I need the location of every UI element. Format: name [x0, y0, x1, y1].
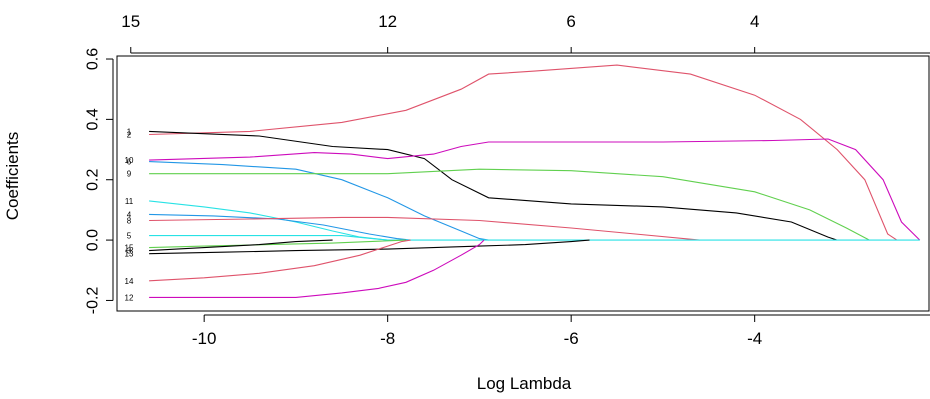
path-index-label-1: 1 [127, 127, 132, 136]
coefficient-path-13 [149, 239, 590, 255]
coefficient-path-15 [149, 239, 407, 249]
coefficient-path-2 [149, 64, 898, 241]
path-index-label-11: 11 [125, 197, 134, 206]
coefficient-path-4 [149, 213, 411, 241]
y-tick-label: 0.0 [85, 229, 102, 251]
coefficient-path-12 [149, 239, 485, 298]
path-index-label-6: 6 [127, 158, 132, 167]
coefficient-path-9 [149, 168, 870, 241]
path-index-label-3: 3 [127, 247, 132, 256]
top-tick-label: 6 [566, 12, 575, 31]
path-index-label-14: 14 [125, 277, 134, 286]
coefficient-path-14 [149, 239, 411, 282]
y-axis-title: Coefficients [3, 132, 22, 221]
top-tick-label: 4 [750, 12, 759, 31]
path-index-label-9: 9 [127, 170, 132, 179]
path-index-label-4: 4 [127, 210, 132, 219]
y-tick-label: 0.4 [85, 108, 102, 130]
top-tick-label: 15 [121, 12, 140, 31]
x-tick-label: -6 [564, 329, 579, 348]
path-index-label-10: 10 [125, 156, 134, 165]
path-index-label-2: 2 [127, 130, 132, 139]
y-tick-label: 0.2 [85, 169, 102, 191]
coefficient-path-1 [149, 130, 838, 241]
path-index-label-5: 5 [127, 232, 132, 241]
x-tick-label: -10 [192, 329, 217, 348]
x-axis-title: Log Lambda [477, 374, 572, 393]
y-tick-label: 0.6 [85, 48, 102, 70]
x-tick-label: -4 [747, 329, 762, 348]
y-tick-label: -0.2 [85, 287, 102, 315]
path-index-label-13: 13 [125, 250, 134, 259]
x-tick-label: -8 [380, 329, 395, 348]
coefficient-path-10 [149, 138, 921, 241]
coefficient-path-6 [149, 161, 489, 241]
coefficient-path-5 [149, 235, 920, 241]
path-index-label-12: 12 [125, 293, 134, 302]
coefficient-path-8 [149, 216, 700, 241]
top-tick-label: 12 [378, 12, 397, 31]
path-index-label-15: 15 [125, 244, 134, 253]
plot-frame [116, 55, 930, 312]
coefficient-path-3 [149, 239, 333, 252]
path-index-label-8: 8 [127, 216, 132, 225]
